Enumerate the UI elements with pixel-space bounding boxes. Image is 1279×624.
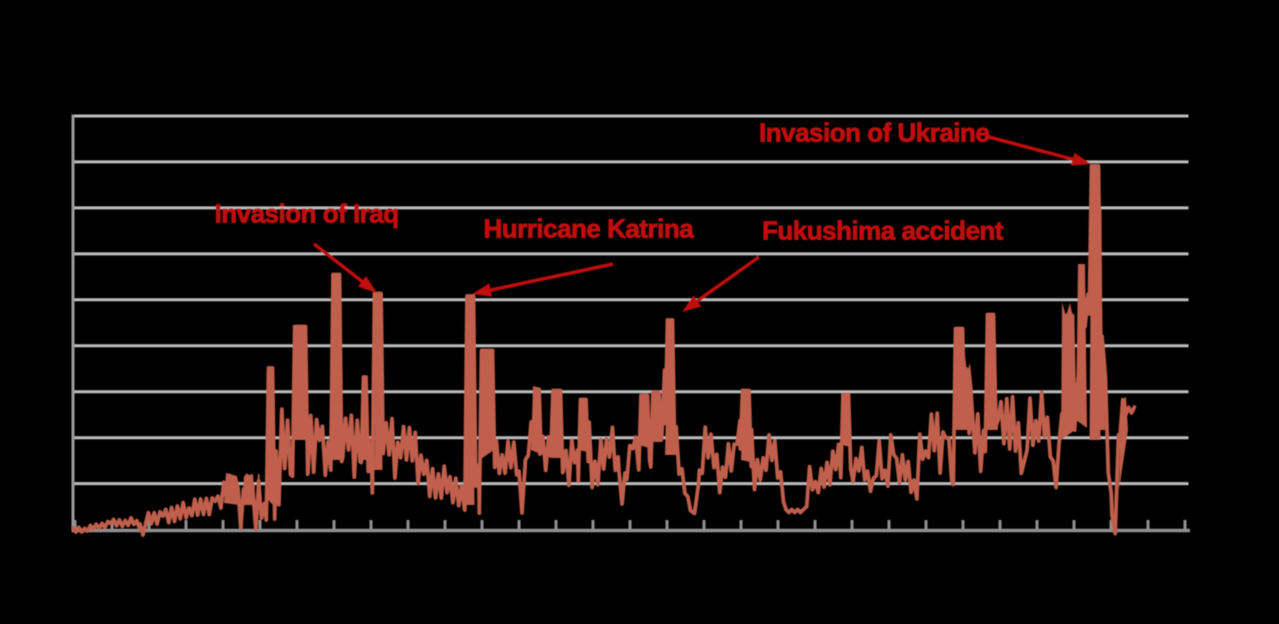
svg-text:Invasion of Iraq: Invasion of Iraq <box>215 199 399 229</box>
svg-text:Invasion of Ukraine: Invasion of Ukraine <box>759 118 989 148</box>
svg-text:Fukushima accident: Fukushima accident <box>762 216 1004 246</box>
svg-text:Hurricane Katrina: Hurricane Katrina <box>484 214 695 244</box>
